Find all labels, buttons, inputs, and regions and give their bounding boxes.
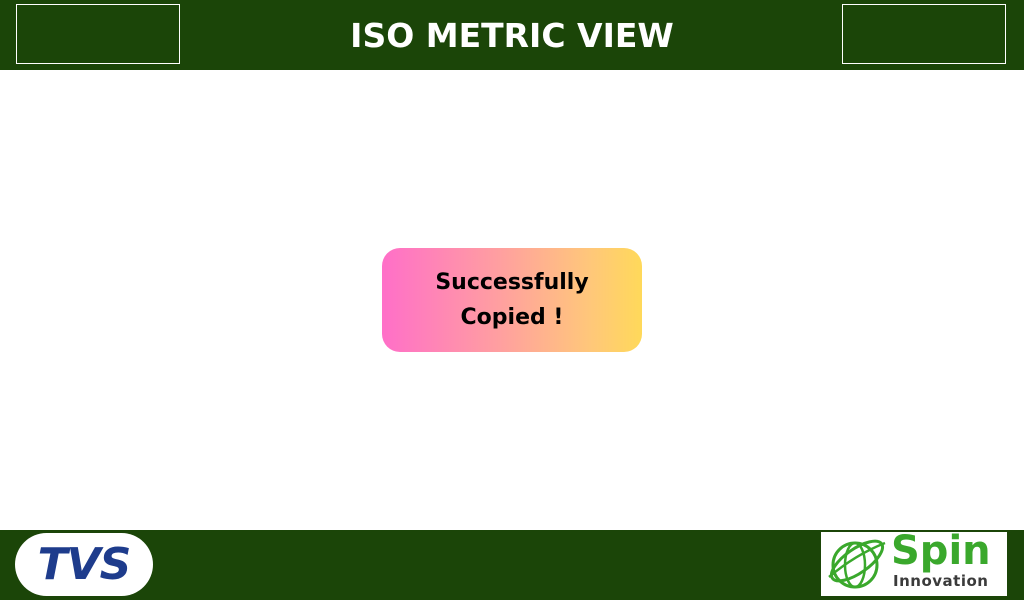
spin-logo-word: Spin [891, 532, 991, 574]
spin-innovation-logo: Spin Innovation [821, 532, 1007, 596]
toast-message: Successfully Copied ! [435, 270, 589, 330]
spin-logo-subword: Innovation [893, 572, 989, 590]
header-left-button[interactable] [16, 4, 180, 64]
globe-orbit-icon [828, 539, 886, 589]
header-bar: ISO METRIC VIEW [0, 0, 1024, 70]
success-toast: Successfully Copied ! [382, 248, 642, 352]
header-right-button[interactable] [842, 4, 1006, 64]
tvs-logo-text: TVS [37, 539, 132, 590]
page-title: ISO METRIC VIEW [350, 16, 674, 55]
tvs-logo: TVS [15, 533, 153, 596]
